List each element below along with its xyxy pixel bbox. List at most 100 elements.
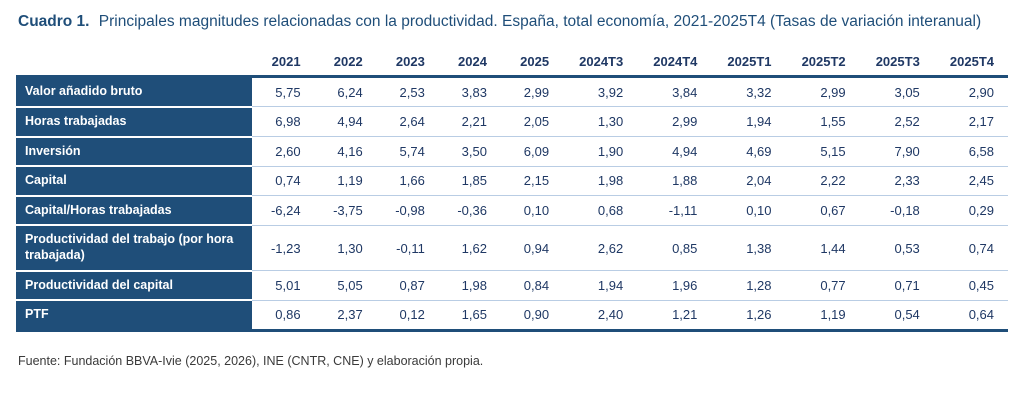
row-label: Valor añadido bruto: [16, 76, 253, 108]
table-cell: 0,71: [859, 270, 934, 301]
table-header: 2021 2022 2023 2024 2025 2024T3 2024T4 2025T1 20…: [16, 49, 1008, 79]
table-cell: 2,40: [563, 300, 638, 332]
column-header: 2023: [376, 49, 439, 79]
table-cell: 0,54: [859, 300, 934, 332]
table-title-label: Cuadro 1.: [18, 13, 90, 30]
table-cell: 1,28: [711, 270, 786, 301]
table-cell: 1,90: [563, 136, 638, 167]
column-header: 2024T4: [637, 49, 712, 79]
table-cell: 1,98: [563, 166, 638, 197]
table-cell: 6,98: [252, 106, 315, 137]
table-cell: 0,77: [785, 270, 860, 301]
table-cell: 2,04: [711, 166, 786, 197]
column-header: 2025T4: [933, 49, 1008, 79]
table-cell: 3,32: [711, 76, 786, 108]
table-cell: 2,99: [500, 76, 564, 108]
table-cell: 0,68: [563, 195, 638, 226]
table-cell: 0,86: [252, 300, 315, 332]
table-header-row: 2021 2022 2023 2024 2025 2024T3 2024T4 2025T1 20…: [16, 49, 1008, 79]
table-cell: 2,22: [785, 166, 860, 197]
table-cell: 0,64: [933, 300, 1008, 332]
table-cell: 5,05: [314, 270, 377, 301]
table-cell: 2,62: [563, 225, 638, 272]
table-cell: 5,74: [376, 136, 439, 167]
table-cell: 1,96: [637, 270, 712, 301]
table-cell: 3,83: [438, 76, 501, 108]
table-cell: 1,19: [785, 300, 860, 332]
column-header: 2021: [252, 49, 315, 79]
table-cell: 1,94: [563, 270, 638, 301]
table-corner-cell: [16, 49, 253, 79]
table-row: Inversión 2,60 4,16 5,74 3,50 6,09 1,90 4,94 4,6…: [16, 136, 1008, 168]
table-cell: 2,37: [314, 300, 377, 332]
table-row: Productividad del trabajo (por hora trab…: [16, 225, 1008, 272]
table-cell: 1,62: [438, 225, 501, 272]
table-row: Capital 0,74 1,19 1,66 1,85 2,15 1,98 1,88 2,04 2…: [16, 166, 1008, 197]
table-cell: 1,30: [314, 225, 377, 272]
table-cell: -3,75: [314, 195, 377, 226]
productivity-table: 2021 2022 2023 2024 2025 2024T3 2024T4 2025T1 20…: [16, 49, 1008, 332]
table-cell: 0,53: [859, 225, 934, 272]
row-label: Productividad del trabajo (por hora trab…: [16, 225, 253, 272]
table-cell: 0,84: [500, 270, 564, 301]
table-cell: 5,01: [252, 270, 315, 301]
table-cell: 1,94: [711, 106, 786, 137]
table-cell: 2,17: [933, 106, 1008, 137]
table-cell: -0,18: [859, 195, 934, 226]
table-cell: 0,87: [376, 270, 439, 301]
table-cell: 1,26: [711, 300, 786, 332]
row-label: Productividad del capital: [16, 270, 253, 302]
table-cell: 1,55: [785, 106, 860, 137]
table-cell: 0,74: [933, 225, 1008, 272]
table-row: Capital/Horas trabajadas -6,24 -3,75 -0,98 -…: [16, 195, 1008, 227]
source-note: Fuente: Fundación BBVA-Ivie (2025, 2026)…: [18, 353, 484, 368]
table-cell: 2,90: [933, 76, 1008, 108]
table-cell: 0,67: [785, 195, 860, 226]
table-cell: 3,05: [859, 76, 934, 108]
table-cell: -6,24: [252, 195, 315, 226]
table-cell: 0,85: [637, 225, 712, 272]
column-header: 2022: [314, 49, 377, 79]
table-cell: -0,11: [376, 225, 439, 272]
table-cell: 2,45: [933, 166, 1008, 197]
row-label: Inversión: [16, 136, 253, 168]
table-cell: 4,16: [314, 136, 377, 167]
table-cell: 2,52: [859, 106, 934, 137]
table-cell: 1,65: [438, 300, 501, 332]
table-row: Productividad del capital 5,01 5,05 0,87 1,9…: [16, 270, 1008, 302]
table-cell: 3,50: [438, 136, 501, 167]
column-header: 2024: [438, 49, 501, 79]
table-cell: 2,21: [438, 106, 501, 137]
row-label: PTF: [16, 300, 253, 332]
table-cell: 5,75: [252, 76, 315, 108]
table-cell: 2,53: [376, 76, 439, 108]
table-cell: 5,15: [785, 136, 860, 167]
table-row: Horas trabajadas 6,98 4,94 2,64 2,21 2,05 1,30…: [16, 106, 1008, 138]
table-cell: 6,09: [500, 136, 564, 167]
table-cell: 0,45: [933, 270, 1008, 301]
column-header: 2025T3: [859, 49, 934, 79]
table-cell: 4,94: [637, 136, 712, 167]
table-cell: -0,98: [376, 195, 439, 226]
table-cell: 4,94: [314, 106, 377, 137]
table-cell: 1,88: [637, 166, 712, 197]
table-cell: -1,11: [637, 195, 712, 226]
table-title: Cuadro 1. Principales magnitudes relacio…: [18, 10, 1008, 33]
table-cell: 1,85: [438, 166, 501, 197]
table-cell: 0,74: [252, 166, 315, 197]
table-cell: 3,92: [563, 76, 638, 108]
table-cell: 0,90: [500, 300, 564, 332]
row-label: Capital/Horas trabajadas: [16, 195, 253, 227]
table-cell: -1,23: [252, 225, 315, 272]
table-cell: 6,58: [933, 136, 1008, 167]
table-cell: 7,90: [859, 136, 934, 167]
table-cell: 1,30: [563, 106, 638, 137]
column-header: 2024T3: [563, 49, 638, 79]
table-row: PTF 0,86 2,37 0,12 1,65 0,90 2,40 1,21 1,26 1,19 0…: [16, 300, 1008, 332]
table-cell: 6,24: [314, 76, 377, 108]
table-title-text: Principales magnitudes relacionadas con …: [98, 13, 982, 30]
table-cell: 1,19: [314, 166, 377, 197]
table-cell: 2,64: [376, 106, 439, 137]
table-cell: 0,10: [500, 195, 564, 226]
